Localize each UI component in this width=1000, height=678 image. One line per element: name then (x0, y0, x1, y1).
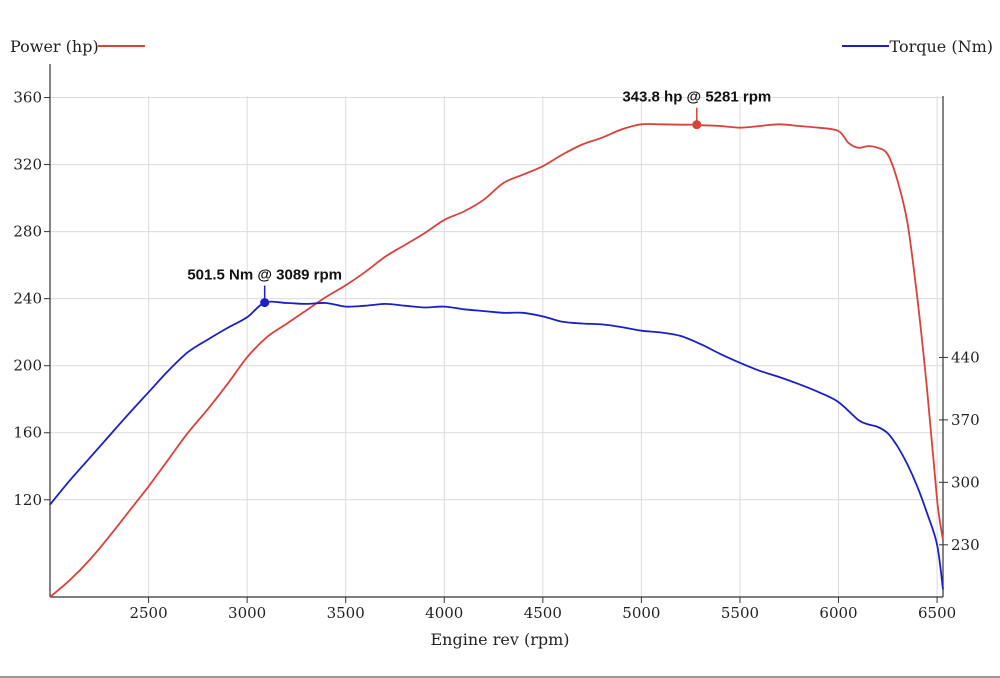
left-tick-label: 240 (13, 290, 42, 308)
x-tick-label: 6000 (819, 604, 857, 622)
peak-annotations: 343.8 hp @ 5281 rpm 501.5 Nm @ 3089 rpm (187, 89, 771, 308)
power-line (49, 123, 944, 598)
x-tick-label: 2500 (129, 604, 167, 622)
torque-peak-marker[interactable] (260, 298, 270, 308)
right-tick-label: 370 (951, 411, 980, 429)
x-axis-title: Engine rev (rpm) (431, 630, 570, 649)
legend-torque[interactable]: Torque (Nm) (842, 37, 993, 56)
right-axis-ticks: 230 300 370 440 (939, 348, 980, 554)
x-axis-ticks: 2500 3000 3500 4000 4500 5000 5500 6000 6500 (129, 597, 956, 622)
power-peak-label: 343.8 hp @ 5281 rpm (622, 89, 771, 106)
x-tick-label: 4500 (524, 604, 562, 622)
power-peak-marker[interactable] (692, 120, 702, 130)
grid-lines (50, 96, 943, 597)
x-tick-label: 4000 (425, 604, 463, 622)
right-tick-label: 440 (951, 348, 980, 366)
left-tick-label: 120 (13, 491, 42, 509)
x-tick-label: 6500 (918, 604, 956, 622)
left-tick-label: 200 (13, 357, 42, 375)
right-tick-label: 300 (951, 473, 980, 491)
legend-power[interactable]: Power (hp) (10, 37, 145, 56)
left-tick-label: 320 (13, 156, 42, 174)
left-tick-label: 160 (13, 424, 42, 442)
x-tick-label: 3000 (228, 604, 266, 622)
x-tick-label: 3500 (327, 604, 365, 622)
legend-power-label: Power (hp) (10, 37, 99, 56)
right-tick-label: 230 (951, 536, 980, 554)
left-tick-label: 280 (13, 223, 42, 241)
torque-line (49, 300, 944, 590)
bottom-divider (0, 676, 1000, 678)
x-tick-label: 5500 (721, 604, 759, 622)
axes (49, 64, 944, 598)
left-tick-label: 360 (13, 89, 42, 107)
legend-torque-label: Torque (Nm) (890, 37, 993, 56)
left-axis-ticks: 120 160 200 240 280 320 360 (13, 89, 50, 509)
x-tick-label: 5000 (622, 604, 660, 622)
torque-peak-label: 501.5 Nm @ 3089 rpm (187, 267, 342, 284)
series-lines (49, 123, 944, 598)
